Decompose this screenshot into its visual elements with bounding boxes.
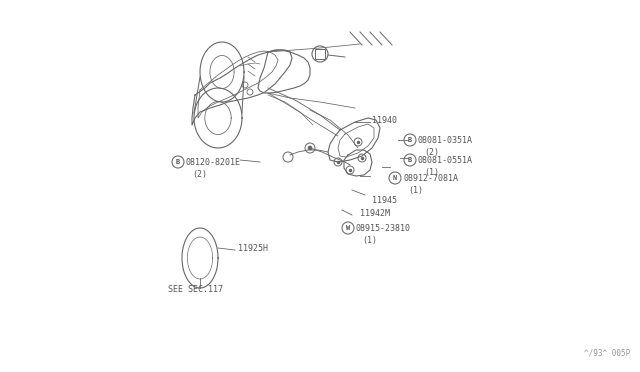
Text: 11942M: 11942M: [360, 208, 390, 218]
Text: (2): (2): [424, 148, 439, 157]
Text: 08081-0551A: 08081-0551A: [418, 155, 473, 164]
Text: 08120-8201E: 08120-8201E: [186, 157, 241, 167]
Text: SEE SEC.117: SEE SEC.117: [168, 285, 223, 295]
Text: 11925H: 11925H: [238, 244, 268, 253]
Text: 11945: 11945: [372, 196, 397, 205]
Circle shape: [308, 146, 312, 150]
Text: (1): (1): [408, 186, 423, 195]
Text: B: B: [408, 137, 412, 143]
Text: (1): (1): [362, 235, 377, 244]
Text: B: B: [408, 157, 412, 163]
Text: ^/93^ 005P: ^/93^ 005P: [584, 349, 630, 358]
Text: (2): (2): [192, 170, 207, 179]
Text: 11940: 11940: [372, 115, 397, 125]
Text: 08081-0351A: 08081-0351A: [418, 135, 473, 144]
Text: W: W: [346, 225, 350, 231]
Text: (1): (1): [424, 167, 439, 176]
Text: 08915-23810: 08915-23810: [356, 224, 411, 232]
Text: N: N: [393, 175, 397, 181]
Text: B: B: [176, 159, 180, 165]
Text: 08912-7081A: 08912-7081A: [403, 173, 458, 183]
